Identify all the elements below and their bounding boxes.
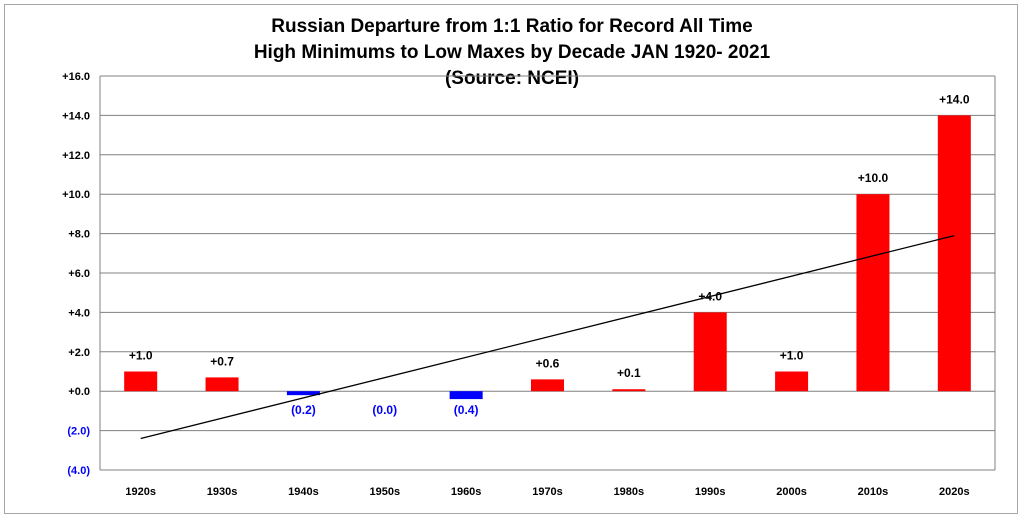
data-label: +0.1 bbox=[617, 366, 641, 380]
x-tick-label: 2000s bbox=[776, 486, 807, 498]
y-tick-label: +16.0 bbox=[62, 71, 90, 83]
chart-title: Russian Departure from 1:1 Ratio for Rec… bbox=[0, 14, 1024, 92]
y-tick-label: +4.0 bbox=[68, 307, 90, 319]
x-tick-label: 1940s bbox=[288, 486, 319, 498]
trendline bbox=[140, 234, 955, 440]
bar-1990s bbox=[693, 312, 727, 392]
y-tick-label: +10.0 bbox=[62, 189, 90, 201]
x-tick-label: 1990s bbox=[695, 486, 726, 498]
x-tick-label: 1980s bbox=[614, 486, 645, 498]
y-axis-ticks: (4.0) (2.0) +0.0 +2.0 +4.0 +6.0 +8.0 +10.0 +12.0… bbox=[62, 71, 90, 477]
x-tick-label: 1960s bbox=[451, 486, 482, 498]
y-tick-label: (2.0) bbox=[67, 426, 90, 438]
y-tick-label: +14.0 bbox=[62, 110, 90, 122]
chart-title-line-1: Russian Departure from 1:1 Ratio for Rec… bbox=[271, 16, 753, 37]
y-tick-label: +6.0 bbox=[68, 268, 90, 280]
data-label: (0.0) bbox=[372, 403, 397, 417]
trendline-group bbox=[140, 234, 955, 440]
chart-frame bbox=[4, 4, 1018, 514]
bar-1920s bbox=[124, 371, 158, 392]
bar-2020s bbox=[937, 115, 971, 392]
y-tick-label: +2.0 bbox=[68, 347, 90, 359]
x-tick-label: 1970s bbox=[532, 486, 563, 498]
data-label: (0.4) bbox=[454, 403, 479, 417]
data-label: +1.0 bbox=[129, 349, 153, 363]
data-label: +14.0 bbox=[939, 92, 970, 106]
chart-title-line-2: High Minimums to Low Maxes by Decade JAN… bbox=[253, 42, 771, 63]
x-tick-label: 1920s bbox=[125, 486, 156, 498]
data-label: (0.2) bbox=[291, 403, 316, 417]
bar-1980s bbox=[612, 389, 646, 392]
data-label: +1.0 bbox=[780, 349, 804, 363]
x-tick-label: 1950s bbox=[369, 486, 400, 498]
x-axis-categories: 1920s 1930s 1940s 1950s 1960s 1970s 1980s 1990s… bbox=[125, 486, 969, 498]
x-tick-label: 1930s bbox=[207, 486, 238, 498]
y-tick-label: +8.0 bbox=[68, 229, 90, 241]
x-tick-label: 2010s bbox=[858, 486, 889, 498]
data-labels: +1.0+0.7(0.2)(0.0)(0.4)+0.6+0.1+4.0+1.0+… bbox=[129, 92, 970, 417]
bar-2000s bbox=[775, 371, 809, 392]
data-label: +0.6 bbox=[536, 356, 560, 370]
y-tick-label: (4.0) bbox=[67, 465, 90, 477]
chart-title-line-3: (Source: NCEI) bbox=[444, 68, 580, 89]
y-tick-label: +12.0 bbox=[62, 150, 90, 162]
bars bbox=[124, 115, 971, 400]
bar-1960s bbox=[449, 391, 483, 400]
gridlines bbox=[99, 75, 996, 471]
data-label: +0.7 bbox=[210, 354, 234, 368]
y-tick-label: +0.0 bbox=[68, 386, 90, 398]
bar-1930s bbox=[205, 377, 239, 392]
bar-1940s bbox=[286, 391, 320, 396]
x-tick-label: 2020s bbox=[939, 486, 970, 498]
bar-1970s bbox=[531, 379, 564, 392]
data-label: +10.0 bbox=[858, 171, 889, 185]
bar-2010s bbox=[856, 194, 890, 392]
